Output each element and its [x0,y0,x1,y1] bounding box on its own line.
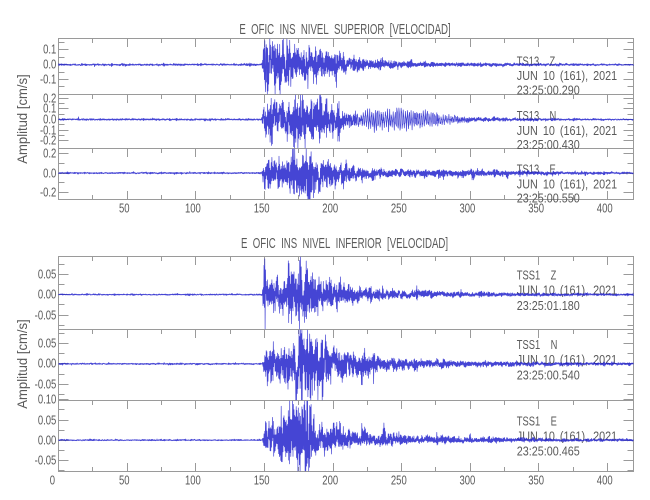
svg-text:250: 250 [391,202,407,216]
svg-text:-0.05: -0.05 [35,454,57,468]
svg-text:-0.1: -0.1 [40,73,56,87]
svg-text:0.1: 0.1 [43,102,56,116]
svg-text:0.2: 0.2 [43,92,56,106]
svg-text:250: 250 [391,474,407,488]
svg-text:350: 350 [528,474,544,488]
svg-text:TS13 Z: TS13 Z [517,55,556,69]
svg-text:TSS1 Z: TSS1 Z [517,269,557,283]
svg-text:0.00: 0.00 [38,288,56,302]
svg-text:200: 200 [322,202,338,216]
svg-text:0: 0 [50,474,55,488]
svg-text:JUN 10 (161), 2021: JUN 10 (161), 2021 [517,177,618,192]
svg-text:0.1: 0.1 [43,43,56,57]
svg-text:150: 150 [254,202,270,216]
svg-text:JUN 10 (161), 2021: JUN 10 (161), 2021 [517,123,618,138]
svg-text:23:25:01.180: 23:25:01.180 [517,298,580,313]
svg-text:0.2: 0.2 [43,147,56,161]
svg-text:23:25:00.430: 23:25:00.430 [517,137,580,152]
svg-text:E OFIC INS NIVEL INFERIOR: E OFIC INS NIVEL INFERIOR [VELOCIDAD] [241,235,448,251]
svg-text:300: 300 [459,474,475,488]
svg-text:Amplitud [cm/s]: Amplitud [cm/s] [15,74,30,163]
svg-text:TSS1 N: TSS1 N [517,339,558,353]
svg-text:-0.05: -0.05 [35,309,57,323]
svg-text:-0.05: -0.05 [35,378,57,392]
svg-text:23:25:00.540: 23:25:00.540 [517,367,580,382]
svg-text:150: 150 [254,474,270,488]
svg-text:100: 100 [185,474,201,488]
svg-text:-0.2: -0.2 [40,134,56,148]
svg-text:0.05: 0.05 [38,337,56,351]
svg-text:23:25:00.465: 23:25:00.465 [517,444,580,459]
svg-text:50: 50 [119,202,130,216]
svg-text:350: 350 [528,202,544,216]
svg-text:JUN 10 (161), 2021: JUN 10 (161), 2021 [517,68,618,83]
svg-text:E OFIC INS NIVEL SUPERIOR: E OFIC INS NIVEL SUPERIOR [VELOCIDAD] [239,21,450,37]
svg-text:23:25:00.550: 23:25:00.550 [517,191,580,206]
svg-text:0.10: 0.10 [38,393,56,407]
svg-text:TS13 N: TS13 N [517,110,556,124]
svg-text:300: 300 [459,202,475,216]
svg-text:200: 200 [322,474,338,488]
svg-text:-0.2: -0.2 [40,186,56,200]
svg-text:0.0: 0.0 [43,167,56,181]
svg-text:0.05: 0.05 [38,268,56,282]
svg-text:50: 50 [119,474,130,488]
svg-text:100: 100 [185,202,201,216]
svg-text:400: 400 [597,202,613,216]
svg-text:0.00: 0.00 [38,434,56,448]
svg-text:400: 400 [597,474,613,488]
svg-text:0.05: 0.05 [38,414,56,428]
svg-text:0.00: 0.00 [38,357,56,371]
svg-text:-0.1: -0.1 [40,124,56,138]
svg-text:0.0: 0.0 [43,113,56,127]
svg-text:23:25:00.290: 23:25:00.290 [517,82,580,97]
svg-text:TSS1 E: TSS1 E [517,415,557,429]
svg-text:0.0: 0.0 [43,58,56,72]
svg-text:Amplitud [cm/s]: Amplitud [cm/s] [15,319,30,408]
